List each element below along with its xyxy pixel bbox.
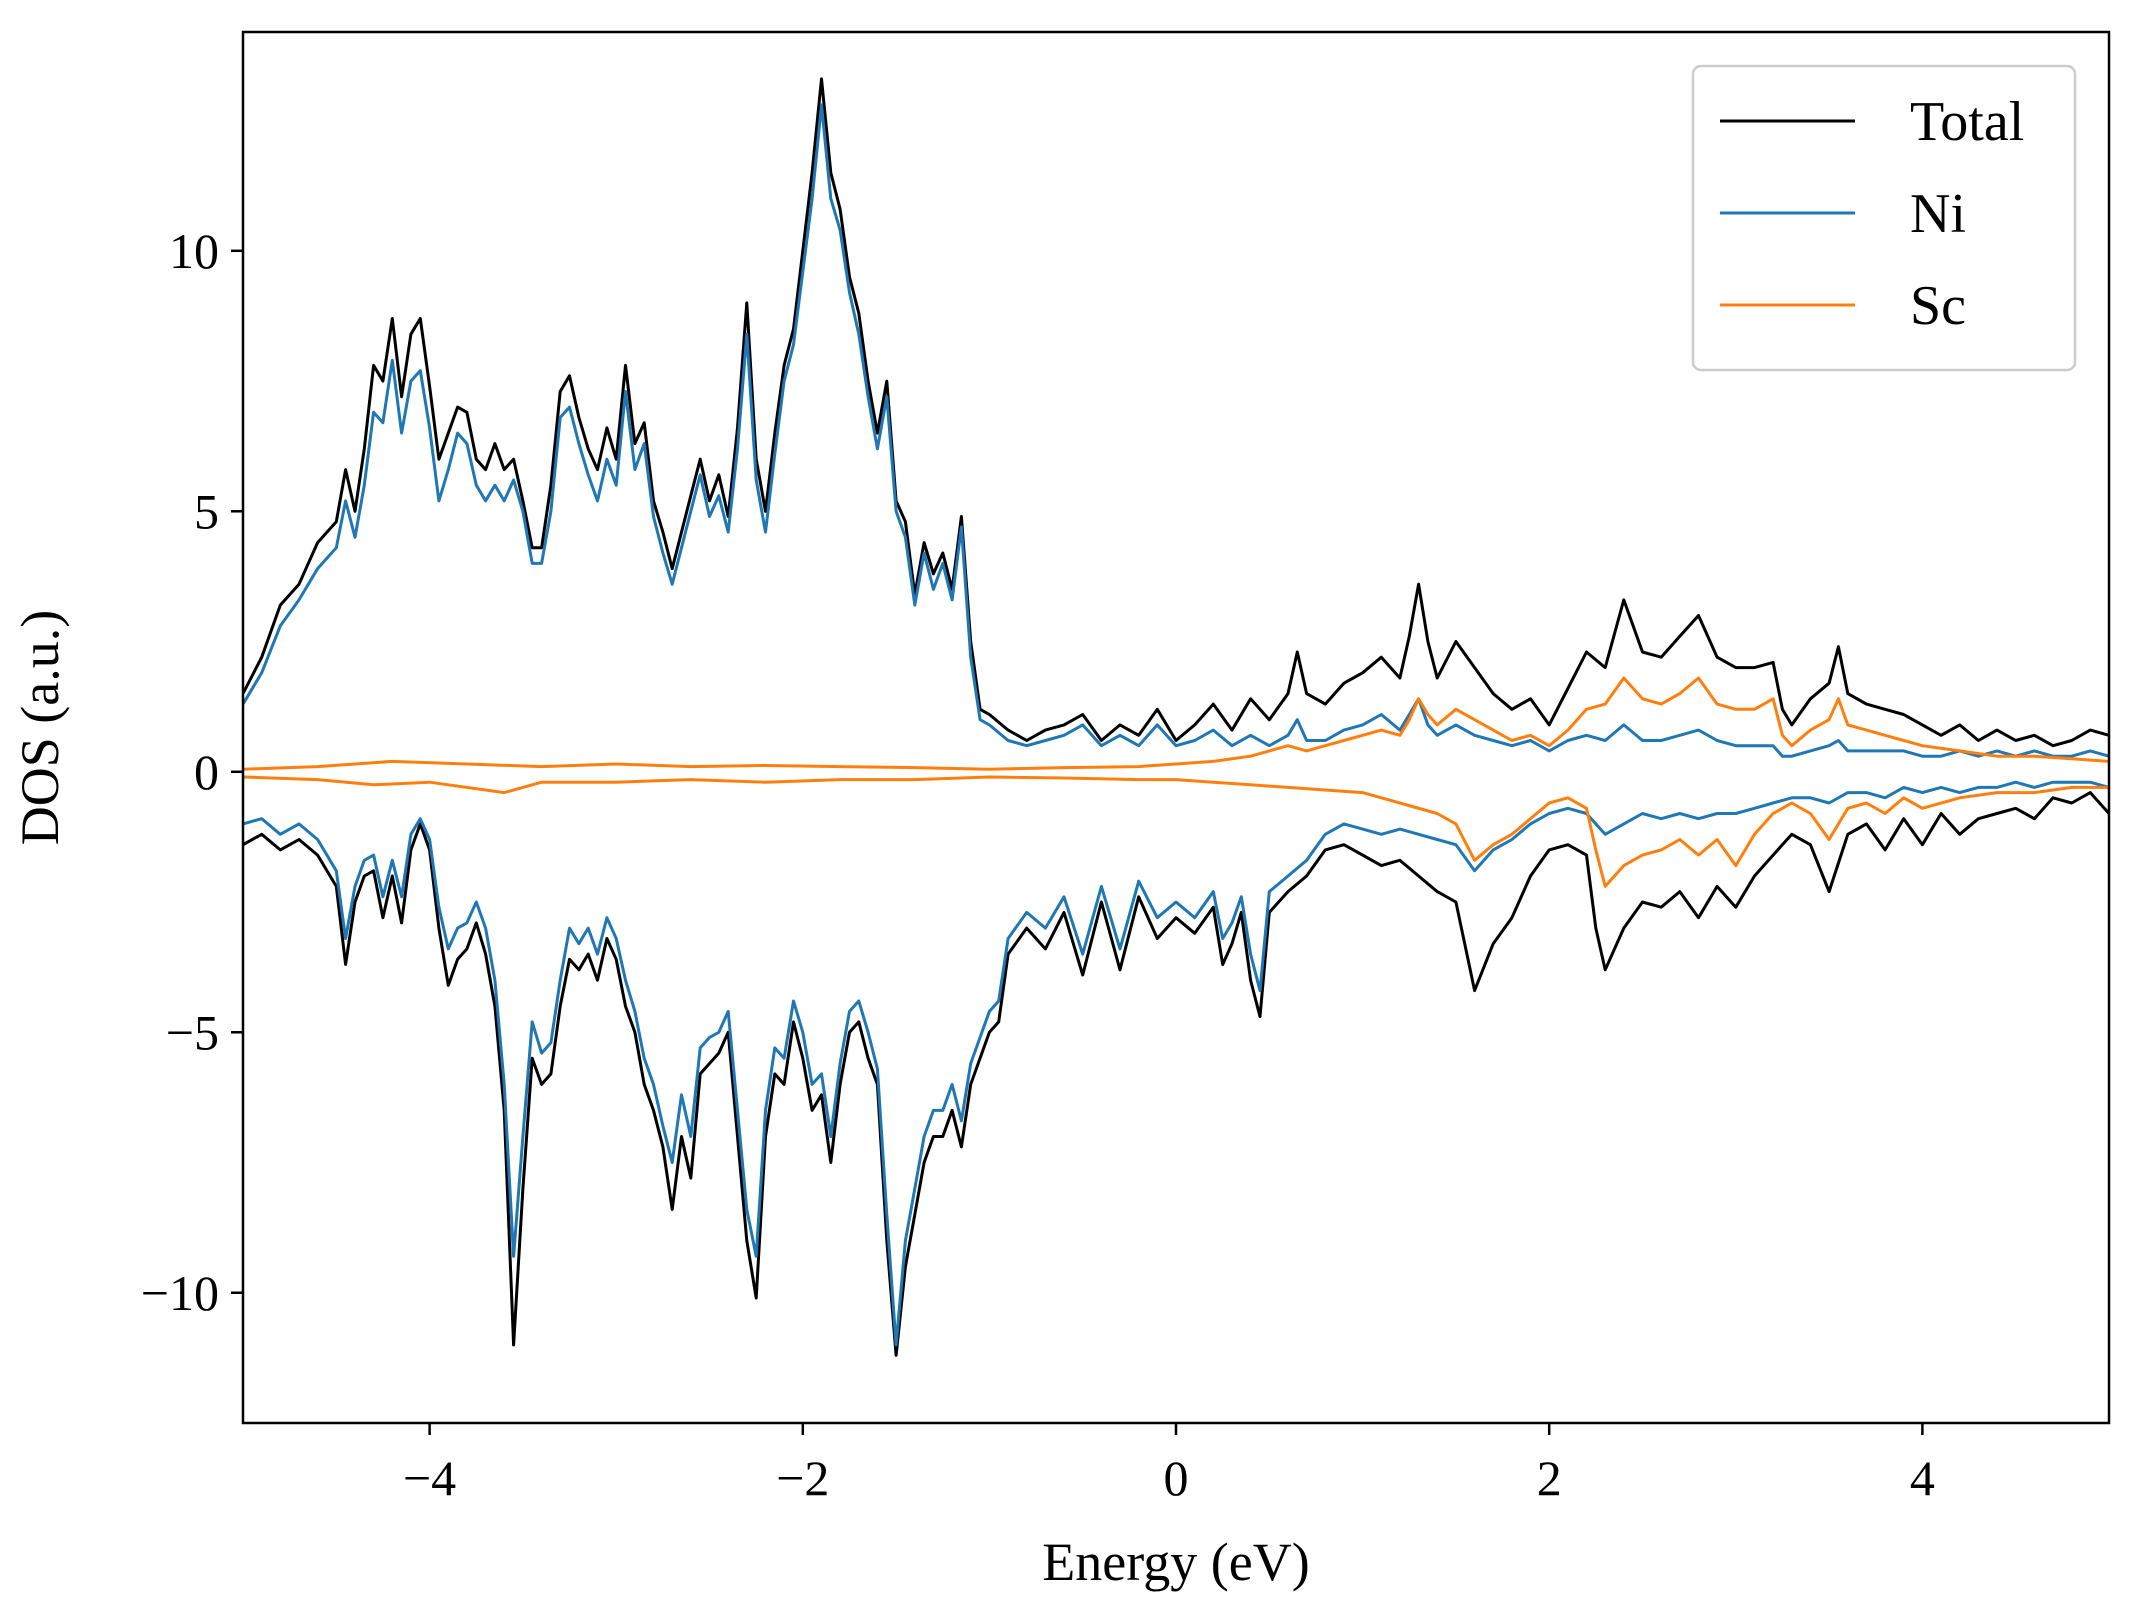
- series-layer: [243, 77, 2109, 1357]
- y-tick-label: −10: [141, 1265, 219, 1321]
- y-tick-label: 10: [169, 223, 219, 279]
- legend-box: [1691, 64, 2077, 372]
- x-tick-label: −2: [776, 1450, 829, 1506]
- y-tick-label: 5: [194, 483, 219, 539]
- x-axis: −4 −2 0 2 4: [403, 1423, 1935, 1506]
- series-sc-up: [243, 676, 2109, 771]
- y-tick-label: −5: [166, 1004, 219, 1060]
- series-ni-up: [243, 103, 2109, 758]
- legend-label-total: Total: [1910, 91, 2024, 153]
- y-axis: −10 −5 0 5 10: [141, 223, 243, 1321]
- series-sc-down: [243, 775, 2109, 888]
- x-tick-label: 4: [1910, 1450, 1935, 1506]
- y-tick-label: 0: [194, 744, 219, 800]
- legend-label-sc: Sc: [1910, 275, 1966, 337]
- series-total-up: [243, 77, 2109, 748]
- legend: Total Ni Sc: [1691, 64, 2077, 372]
- legend-label-ni: Ni: [1910, 183, 1966, 245]
- series-total-down: [243, 791, 2109, 1357]
- x-axis-label: Energy (eV): [1042, 1532, 1309, 1592]
- y-axis-label: DOS (a.u.): [10, 610, 70, 845]
- x-tick-label: 2: [1537, 1450, 1562, 1506]
- x-tick-label: −4: [403, 1450, 456, 1506]
- x-tick-label: 0: [1164, 1450, 1189, 1506]
- series-ni-down: [243, 780, 2109, 1347]
